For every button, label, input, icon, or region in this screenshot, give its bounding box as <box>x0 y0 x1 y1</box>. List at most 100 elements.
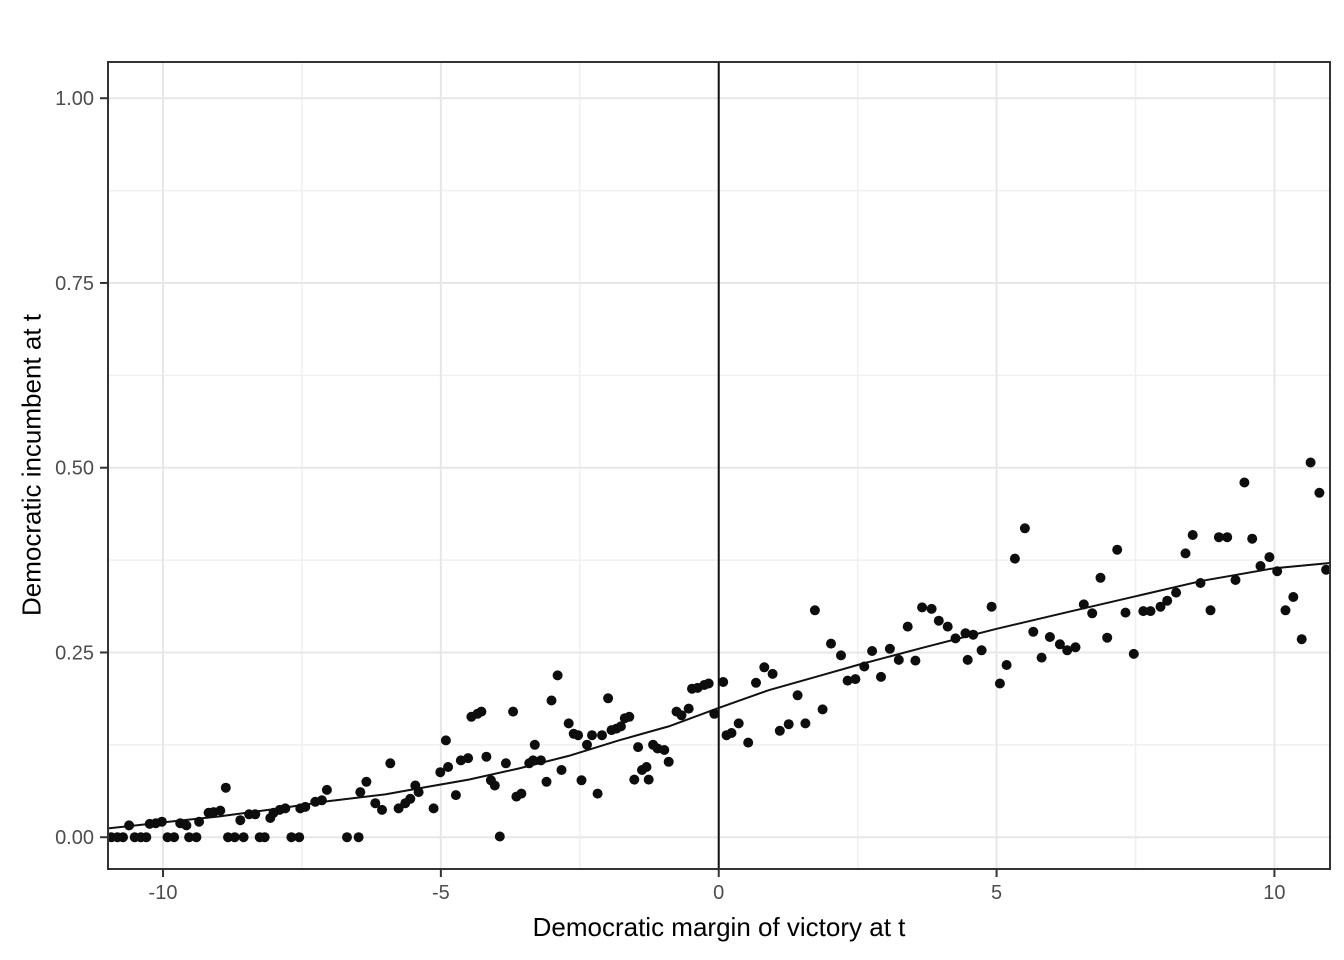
data-point <box>1036 652 1047 663</box>
data-point <box>726 728 737 738</box>
data-point <box>440 735 451 746</box>
data-point <box>1044 632 1055 642</box>
data-point <box>1255 561 1266 571</box>
y-tick-label: 0.25 <box>55 642 94 664</box>
data-point <box>1028 626 1039 637</box>
data-point <box>321 784 332 795</box>
axis-ticks <box>100 97 1276 877</box>
data-point <box>783 719 794 730</box>
data-point <box>876 671 886 682</box>
x-axis-title: Democratic margin of victory at t <box>532 912 906 942</box>
data-point <box>489 780 500 791</box>
x-tick-label: -10 <box>149 882 178 904</box>
data-point <box>573 730 584 741</box>
data-point <box>962 654 973 665</box>
data-point <box>587 730 597 741</box>
data-point <box>124 820 135 831</box>
data-point <box>759 662 770 673</box>
data-point <box>541 776 552 787</box>
data-point <box>405 793 416 804</box>
data-point <box>1230 575 1241 585</box>
data-point <box>942 621 953 632</box>
data-point <box>986 601 997 612</box>
data-point <box>385 758 396 769</box>
data-point <box>718 677 729 687</box>
data-point <box>428 803 439 814</box>
data-point <box>603 693 614 704</box>
data-point <box>1213 532 1224 543</box>
data-point <box>592 788 603 799</box>
x-tick-label: -5 <box>432 882 450 904</box>
data-point <box>659 745 670 755</box>
data-point <box>960 628 971 639</box>
data-point <box>842 675 853 686</box>
data-points <box>108 457 1330 843</box>
data-point <box>300 801 311 812</box>
data-point <box>220 782 231 793</box>
data-point <box>867 646 878 656</box>
y-tick-label: 0.00 <box>55 827 94 849</box>
data-point <box>156 816 167 827</box>
y-tick-label: 0.50 <box>55 458 94 480</box>
data-point <box>250 809 261 820</box>
data-point <box>280 803 291 814</box>
data-point <box>1162 595 1173 606</box>
data-point <box>413 787 424 798</box>
data-point <box>629 774 640 785</box>
data-point <box>809 605 820 616</box>
data-point <box>1195 578 1206 588</box>
data-point <box>836 650 846 661</box>
data-point <box>1019 523 1030 534</box>
data-point <box>1222 532 1233 543</box>
x-tick-label: 10 <box>1263 882 1285 904</box>
data-point <box>1120 607 1131 618</box>
data-point <box>597 730 607 741</box>
data-point <box>950 633 961 644</box>
data-point <box>1305 457 1316 468</box>
data-point <box>259 832 270 843</box>
data-point <box>370 798 381 809</box>
data-point <box>528 755 539 766</box>
data-point <box>118 832 128 843</box>
data-point <box>1272 566 1283 577</box>
data-point <box>624 711 635 722</box>
data-point <box>1280 605 1291 616</box>
data-point <box>884 643 895 654</box>
data-point <box>817 704 828 715</box>
data-point <box>976 645 987 656</box>
data-point <box>709 708 720 719</box>
y-axis-title: Democratic incumbent at t <box>16 313 47 617</box>
data-point <box>1054 639 1065 650</box>
data-point <box>235 815 246 826</box>
data-point <box>1070 642 1081 653</box>
data-point <box>910 655 921 666</box>
data-point <box>633 742 644 753</box>
data-point <box>141 832 152 843</box>
data-point <box>926 603 937 614</box>
data-point <box>800 718 811 729</box>
data-point <box>286 832 297 843</box>
data-point <box>494 831 505 842</box>
data-point <box>859 661 870 672</box>
data-point <box>826 638 836 649</box>
data-point <box>481 751 492 762</box>
y-tick-label: 0.75 <box>55 273 94 295</box>
data-point <box>1145 606 1156 617</box>
data-point <box>1171 587 1182 598</box>
data-point <box>1128 648 1139 659</box>
data-point <box>751 677 761 688</box>
data-point <box>500 758 511 769</box>
data-point <box>516 788 527 799</box>
data-point <box>1102 632 1113 643</box>
data-point <box>1296 634 1307 645</box>
data-point <box>1247 533 1258 544</box>
data-point <box>215 805 226 816</box>
data-point <box>893 654 904 665</box>
data-point <box>181 820 192 831</box>
axis-tick-labels: -10 -5 0 5 10 0.00 0.25 0.50 0.75 1.00 <box>55 88 1285 904</box>
data-point <box>767 668 778 679</box>
data-point <box>508 706 519 717</box>
data-point <box>917 602 928 613</box>
data-point <box>703 678 714 689</box>
